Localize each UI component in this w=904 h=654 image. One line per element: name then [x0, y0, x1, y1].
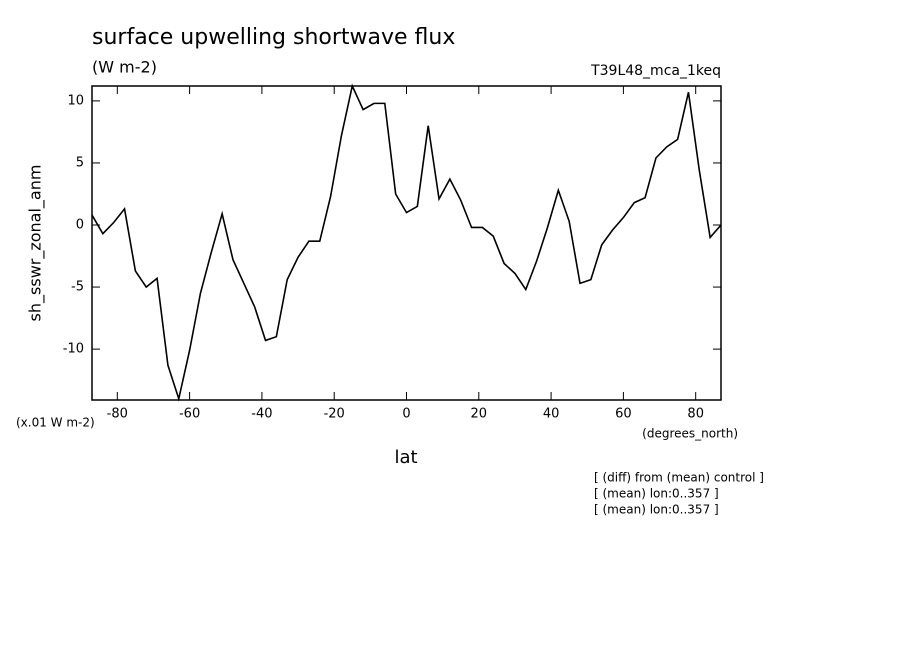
- y-tick-label: 0: [76, 218, 84, 233]
- x-tick-label: 40: [543, 407, 560, 422]
- y-axis-label: sh_sswr_zonal_anm: [26, 165, 46, 322]
- x-tick-label: -40: [251, 407, 272, 422]
- x-tick-label: -80: [107, 407, 128, 422]
- y-tick-label: -5: [71, 280, 84, 295]
- plot-frame: [91, 85, 722, 401]
- y-unit: (x.01 W m-2): [16, 416, 95, 430]
- x-tick-label: 0: [402, 407, 410, 422]
- x-axis-label: lat: [394, 447, 417, 468]
- x-unit: (degrees_north): [642, 427, 738, 441]
- x-tick-label: 20: [471, 407, 488, 422]
- y-tick-label: 10: [67, 93, 84, 108]
- note: [ (mean) lon:0..357 ]: [594, 503, 719, 517]
- y-tick-label: 5: [76, 155, 84, 170]
- x-tick-label: -60: [179, 407, 200, 422]
- experiment: T39L48_mca_1keq: [590, 63, 721, 79]
- x-tick-label: 60: [615, 407, 632, 422]
- x-tick-label: -20: [324, 407, 345, 422]
- chart-title: surface upwelling shortwave flux: [92, 25, 455, 50]
- data-line: [91, 83, 722, 402]
- subtitle: (W m-2): [92, 58, 157, 77]
- note: [ (mean) lon:0..357 ]: [594, 487, 719, 501]
- note: [ (diff) from (mean) control ]: [594, 471, 764, 485]
- x-tick-label: 80: [687, 407, 704, 422]
- y-tick-label: -10: [63, 342, 84, 357]
